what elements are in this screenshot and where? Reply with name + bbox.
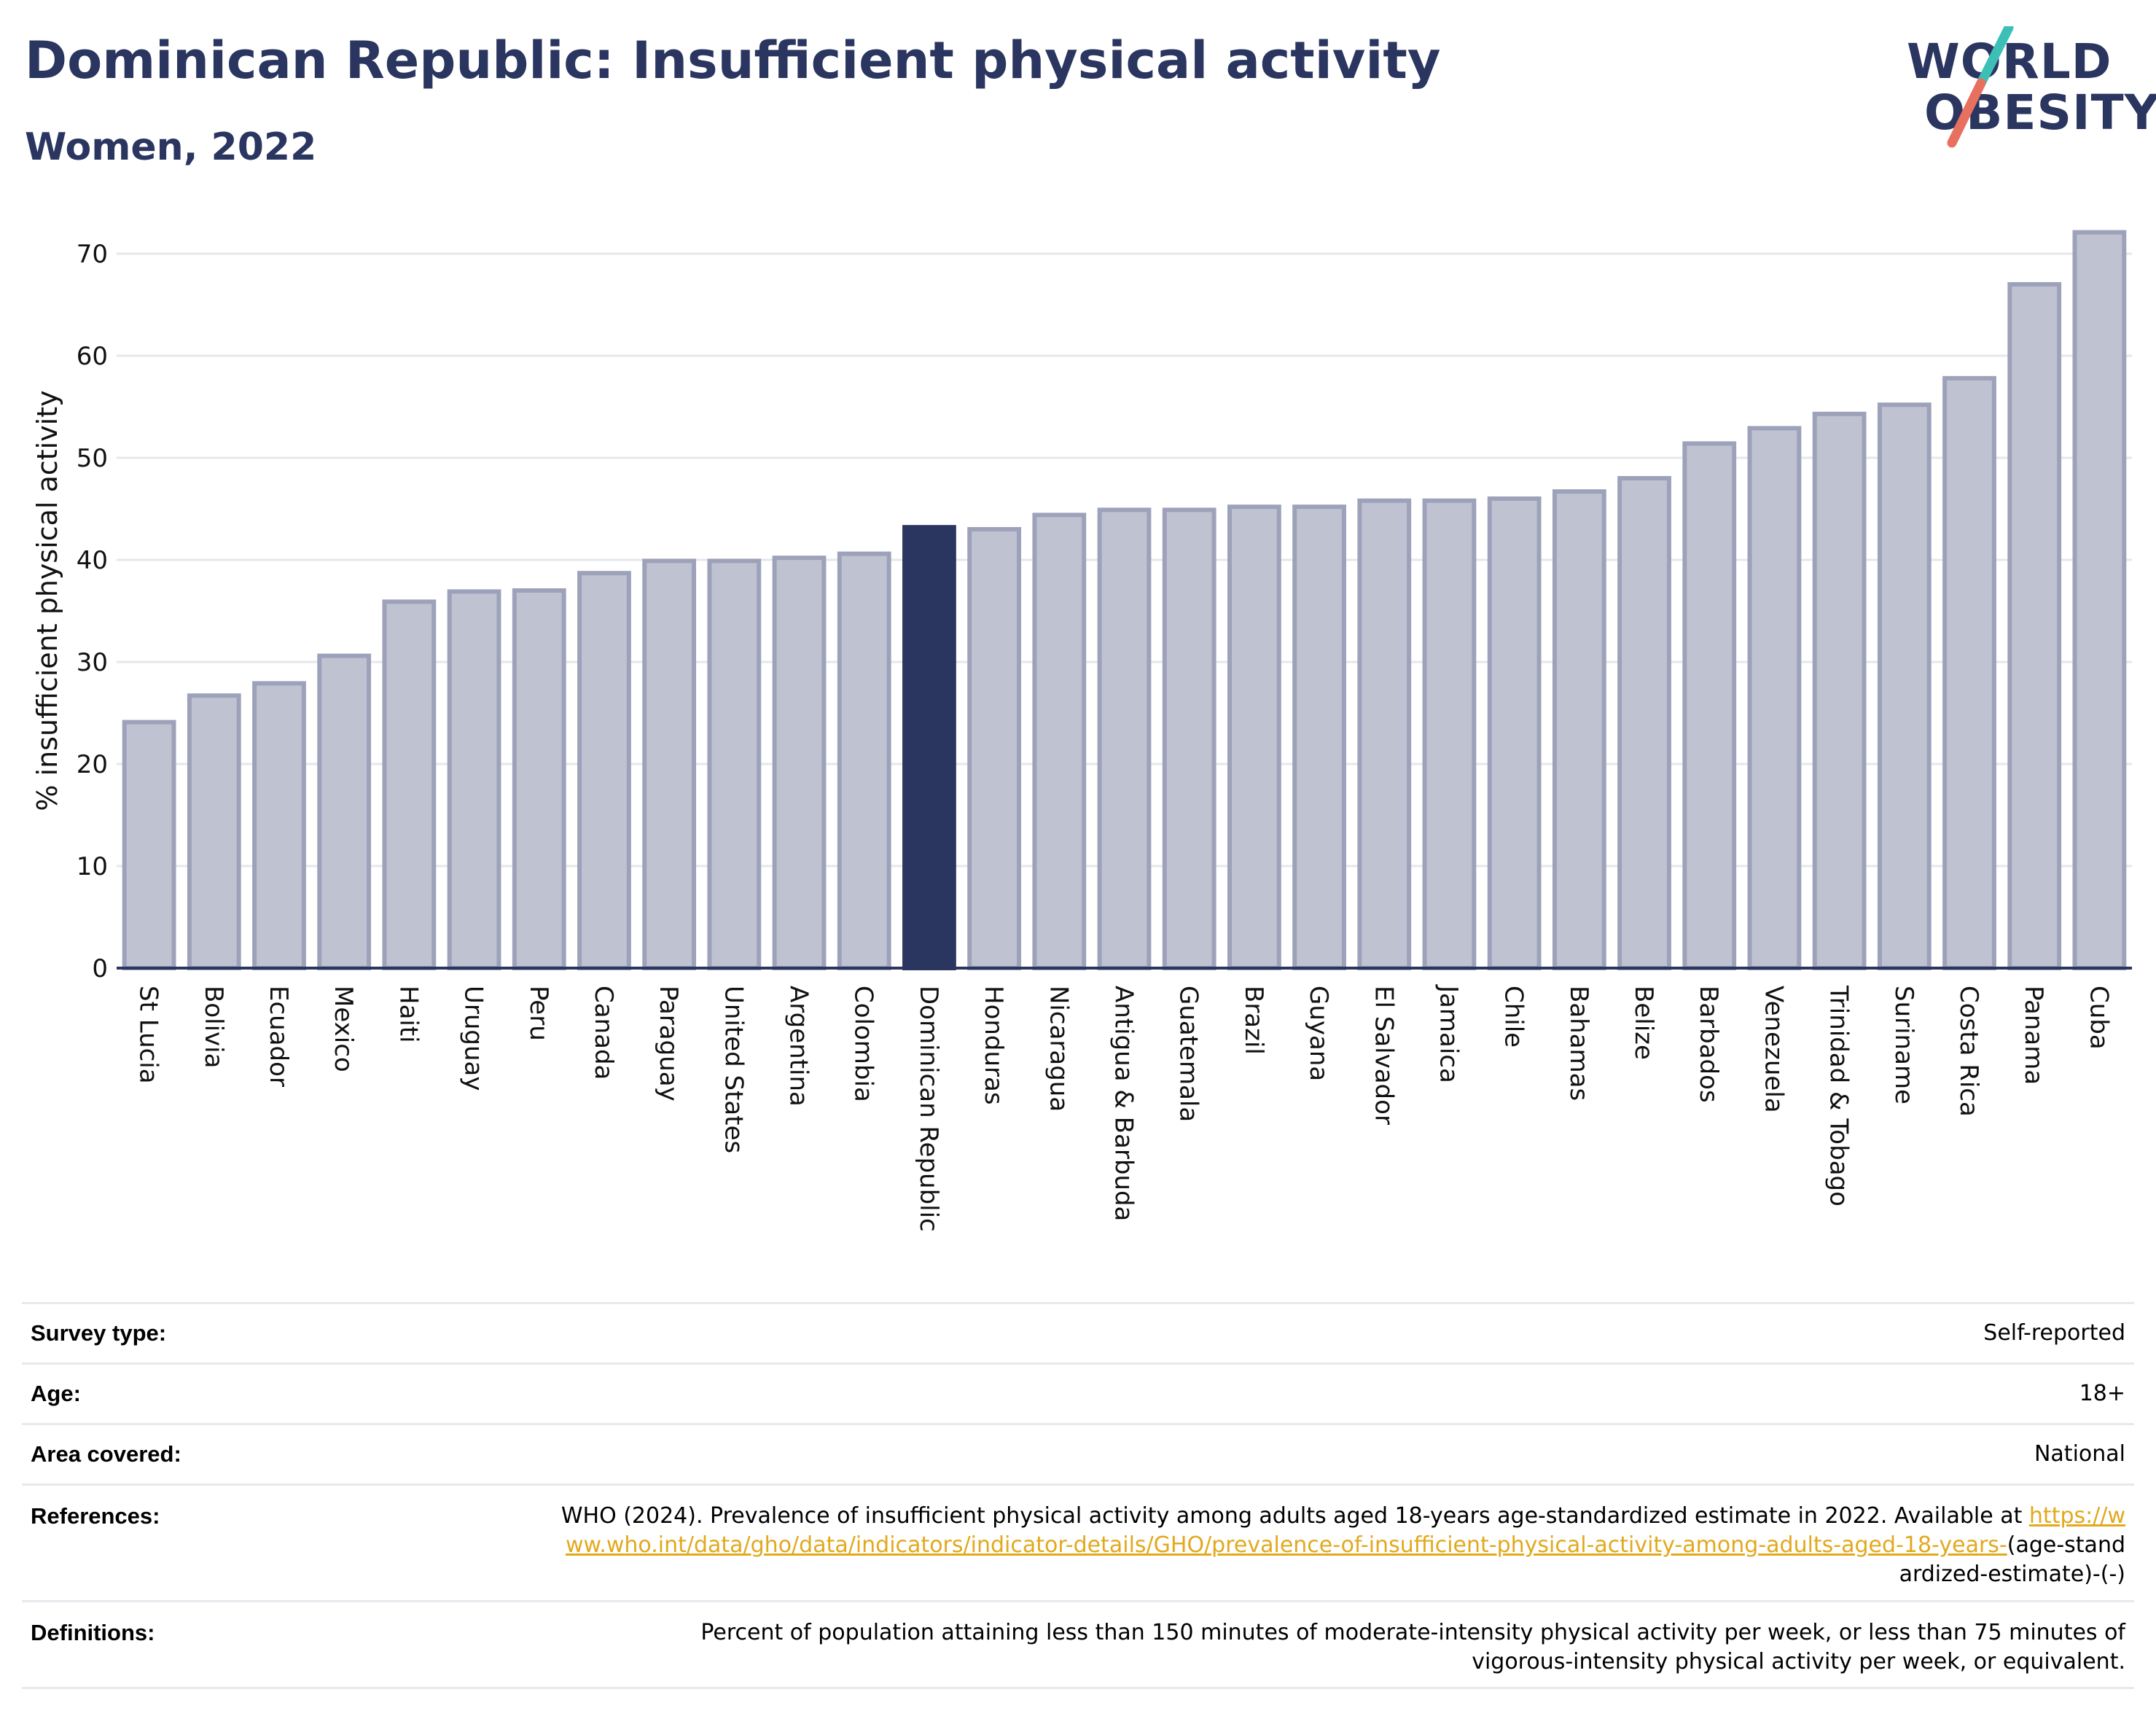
y-axis-title: % insufficient physical activity xyxy=(31,390,63,811)
bar xyxy=(1032,512,1087,970)
x-tick-label: Cuba xyxy=(2084,986,2113,1050)
bar xyxy=(1747,426,1802,970)
logo-line-1: WORLD xyxy=(1907,34,2112,90)
x-tick-label: Barbados xyxy=(1694,986,1723,1103)
y-tick-label: 60 xyxy=(77,342,108,371)
references-value: WHO (2024). Prevalence of insufficient p… xyxy=(558,1502,2125,1600)
chart-subtitle: Women, 2022 xyxy=(25,125,317,169)
bar-chart: 0 10 20 30 40 50 60 70 % insufficient physical a… xyxy=(31,230,2132,1232)
x-tick-label: Mexico xyxy=(329,986,358,1072)
logo-slash-icon xyxy=(1947,26,2014,148)
x-tick-label: Ecuador xyxy=(264,986,293,1087)
bar xyxy=(1292,504,1346,970)
info-row-survey-type: Survey type: Self-reported xyxy=(22,1302,2134,1362)
x-tick-label: United States xyxy=(719,986,748,1153)
x-tick-label: Guatemala xyxy=(1174,986,1203,1122)
bar xyxy=(1552,489,1606,970)
bar xyxy=(1357,498,1412,970)
x-tick-label: Canada xyxy=(589,986,618,1080)
bar xyxy=(1487,496,1542,970)
bar xyxy=(1617,476,1671,970)
x-tick-label: Trinidad & Tobago xyxy=(1824,985,1854,1206)
x-tick-label: Venezuela xyxy=(1759,986,1788,1113)
age-label: Age: xyxy=(31,1381,81,1406)
y-tick-label: 10 xyxy=(77,852,108,881)
references-text: WHO (2024). Prevalence of insufficient p… xyxy=(561,1503,2023,1529)
bar xyxy=(1162,507,1216,970)
bar xyxy=(772,555,827,970)
area-value: National xyxy=(2034,1441,2125,1467)
bar xyxy=(577,571,631,970)
bar xyxy=(902,525,956,970)
y-tick-label: 50 xyxy=(77,444,108,473)
info-row-definitions: Definitions: Percent of population attai… xyxy=(22,1600,2134,1689)
bar xyxy=(1682,441,1737,970)
x-tick-label: Haiti xyxy=(394,986,423,1043)
x-tick-label: Panama xyxy=(2019,986,2048,1085)
world-obesity-logo: WORLD OBESITY xyxy=(1902,26,2156,157)
info-row-references: References: WHO (2024). Prevalence of in… xyxy=(22,1483,2134,1600)
bar xyxy=(642,558,697,970)
y-tick-label: 30 xyxy=(77,648,108,677)
bar xyxy=(252,681,306,971)
x-tick-label: Honduras xyxy=(979,986,1008,1105)
x-tick-label: Chile xyxy=(1499,986,1528,1048)
references-label: References: xyxy=(31,1503,160,1529)
info-row-age: Age: 18+ xyxy=(22,1362,2134,1423)
survey-type-value: Self-reported xyxy=(1983,1320,2125,1346)
y-tick-label: 20 xyxy=(77,750,108,779)
survey-type-label: Survey type: xyxy=(31,1320,167,1346)
x-tick-label: Argentina xyxy=(784,986,813,1107)
references-link[interactable]: https://www.who.int/data/gho/data/indica… xyxy=(565,1503,2125,1558)
bar xyxy=(967,527,1022,970)
info-row-area: Area covered: National xyxy=(22,1423,2134,1483)
x-tick-label: Uruguay xyxy=(459,986,488,1091)
definitions-label: Definitions: xyxy=(31,1620,155,1645)
x-tick-label: Peru xyxy=(524,986,553,1041)
chart-title: Dominican Republic: Insufficient physica… xyxy=(25,31,1441,90)
age-value: 18+ xyxy=(2079,1381,2125,1406)
x-tick-label: Suriname xyxy=(1889,986,1918,1104)
bar xyxy=(2007,282,2062,970)
references-suffix: (age-standardized-estimate)-(-) xyxy=(1899,1532,2125,1587)
x-tick-label: Colombia xyxy=(849,986,878,1102)
bar xyxy=(1812,411,1867,970)
x-tick-label: Bolivia xyxy=(199,986,228,1068)
x-tick-label: Costa Rica xyxy=(1954,986,1983,1117)
bar xyxy=(317,653,372,970)
bar xyxy=(1097,507,1152,970)
x-tick-label: Jamaica xyxy=(1434,984,1463,1083)
x-tick-label: Paraguay xyxy=(654,986,683,1102)
x-tick-label: Dominican Republic xyxy=(914,986,943,1232)
bar xyxy=(1942,375,1996,970)
bar xyxy=(837,551,891,970)
x-tick-label: Bahamas xyxy=(1564,986,1593,1101)
bar xyxy=(707,558,762,970)
x-tick-label: St Lucia xyxy=(134,986,163,1084)
area-label: Area covered: xyxy=(31,1441,181,1467)
x-tick-label: Guyana xyxy=(1304,986,1333,1081)
bar xyxy=(1227,504,1281,970)
bar xyxy=(122,720,176,970)
x-tick-label: Nicaragua xyxy=(1044,986,1073,1112)
bar xyxy=(382,599,437,971)
x-tick-label: El Salvador xyxy=(1369,986,1398,1125)
y-tick-label: 70 xyxy=(77,240,108,269)
x-tick-label: Belize xyxy=(1629,986,1658,1060)
y-tick-label: 0 xyxy=(92,954,108,983)
definitions-value: Percent of population attaining less tha… xyxy=(700,1620,2125,1674)
bar xyxy=(1877,402,1932,970)
y-tick-label: 40 xyxy=(77,546,108,575)
info-table: Survey type: Self-reported Age: 18+ Area… xyxy=(22,1302,2134,1689)
x-tick-label: Antigua & Barbuda xyxy=(1109,986,1138,1221)
bar xyxy=(2072,230,2127,971)
bar xyxy=(1422,498,1477,970)
bar xyxy=(512,588,566,970)
bar xyxy=(187,693,241,970)
bar xyxy=(447,589,501,970)
x-tick-label: Brazil xyxy=(1239,986,1268,1055)
